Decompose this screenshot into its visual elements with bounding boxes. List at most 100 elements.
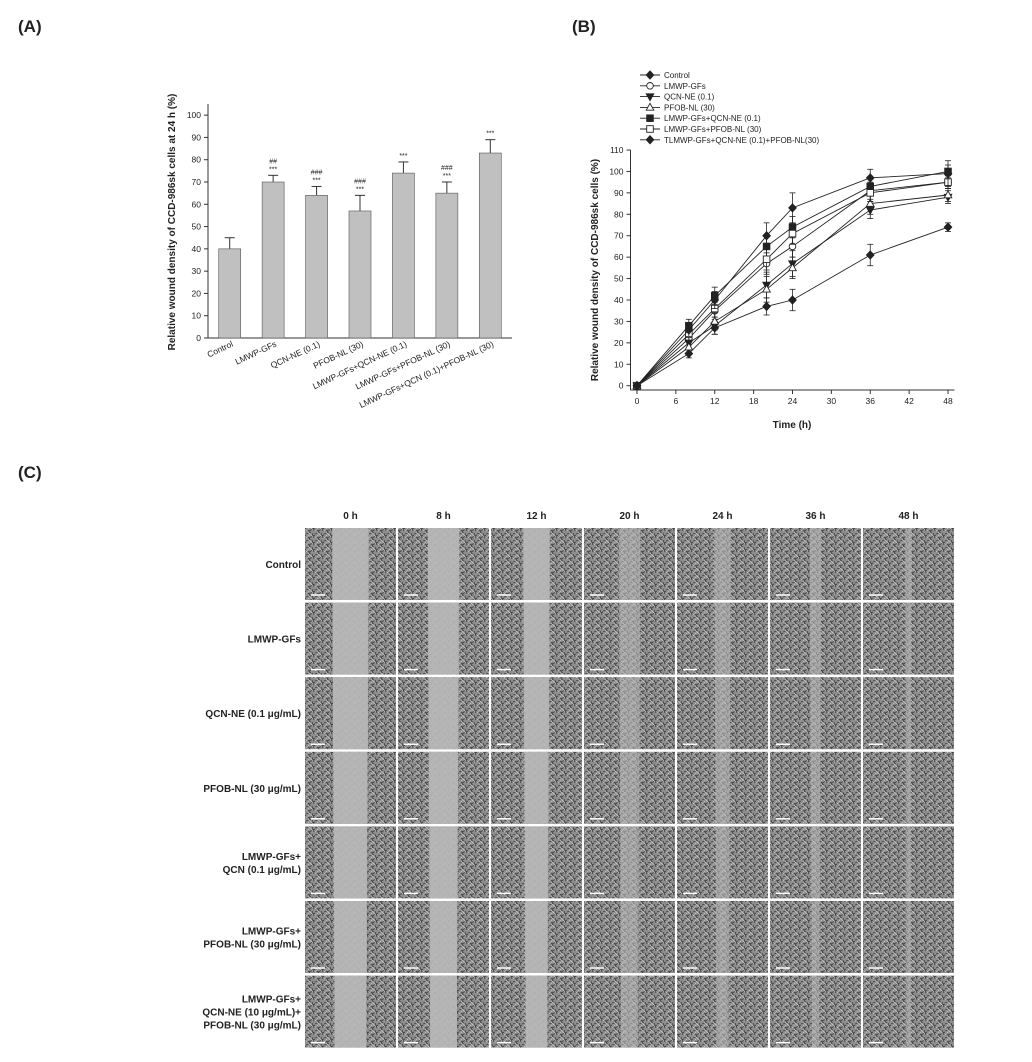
legend-label: TLMWP-GFs+QCN-NE (0.1)+PFOB-NL(30): [664, 136, 819, 145]
y-tick-label: 50: [614, 274, 624, 284]
column-header: 24 h: [712, 511, 732, 522]
row-label-line: PFOB-NL (30 μg/mL): [203, 940, 301, 951]
wound-gap: [334, 901, 367, 973]
marker: [710, 295, 720, 305]
row-label-line: Control: [265, 560, 301, 571]
wound-gap: [523, 528, 550, 600]
bar: [435, 192, 459, 339]
row-label-line: LMWP-GFs+: [242, 995, 301, 1006]
wound-gap: [906, 826, 911, 899]
legend-label: LMWP-GFs+QCN-NE (0.1): [664, 114, 761, 123]
row-label: LMWP-GFs: [248, 635, 302, 646]
wound-gap: [332, 602, 369, 675]
y-tick-label: 60: [192, 199, 202, 209]
wound-gap: [715, 826, 730, 899]
x-tick-label: 30: [827, 396, 837, 406]
row-label: PFOB-NL (30 μg/mL): [203, 784, 301, 795]
marker: [646, 82, 654, 90]
wound-gap: [714, 528, 731, 600]
marker: [866, 189, 875, 197]
wound-gap: [905, 528, 912, 600]
wound-gap: [620, 901, 639, 973]
panel-label: (C): [18, 463, 42, 482]
wound-gap: [525, 975, 548, 1048]
wound-gap: [525, 901, 548, 973]
marker: [762, 301, 771, 312]
wound-gap: [429, 826, 458, 899]
panel-label: (B): [572, 17, 596, 36]
bar: [218, 248, 242, 339]
wound-gap: [524, 751, 549, 824]
x-tick-label: 42: [904, 396, 914, 406]
marker: [646, 114, 654, 122]
hash-mark: ##: [269, 158, 277, 165]
row-label: LMWP-GFs+ QCN-NE (10 μg/mL)+ PFOB-NL (30 μ…: [202, 995, 301, 1032]
marker: [943, 168, 953, 179]
y-axis-label: Relative wound density of CCD-986sk cell…: [167, 94, 178, 351]
marker: [865, 250, 875, 260]
y-tick-label: 110: [610, 145, 624, 155]
y-tick-label: 20: [614, 338, 624, 348]
significance: ***: [269, 166, 277, 173]
row-label: QCN-NE (0.1 μg/mL): [205, 709, 301, 720]
marker: [788, 295, 797, 305]
column-header: 0 h: [343, 511, 357, 522]
marker: [645, 70, 655, 80]
x-axis-label: Time (h): [773, 420, 812, 431]
row-label-line: QCN-NE (10 μg/mL)+: [202, 1008, 301, 1019]
y-tick-label: 50: [192, 222, 202, 232]
row-label-line: QCN (0.1 μg/mL): [223, 865, 301, 876]
bar: [261, 181, 285, 339]
wound-gap: [906, 901, 911, 973]
y-tick-label: 80: [614, 209, 624, 219]
y-tick-label: 40: [614, 295, 624, 305]
legend-label: PFOB-NL (30): [664, 103, 715, 112]
wound-gap: [811, 975, 820, 1048]
row-label: Control: [265, 560, 301, 571]
marker: [645, 93, 655, 102]
wound-gap: [523, 602, 550, 675]
x-tick-label: 48: [943, 396, 953, 406]
wound-gap: [618, 528, 641, 600]
y-tick-label: 80: [192, 155, 202, 165]
wound-gap: [333, 677, 368, 750]
y-tick-label: 90: [614, 188, 624, 198]
legend-label: Control: [664, 71, 690, 80]
column-header: 20 h: [619, 511, 639, 522]
row-label-line: LMWP-GFs+: [242, 852, 301, 863]
y-axis-label: Relative wound density of CCD-986sk cell…: [590, 159, 601, 381]
marker: [762, 230, 771, 241]
wound-gap: [332, 528, 369, 600]
marker: [865, 198, 875, 207]
wound-gap: [810, 602, 821, 675]
marker: [684, 342, 694, 351]
wound-gap: [811, 901, 820, 973]
y-tick-label: 100: [609, 166, 623, 176]
y-tick-label: 40: [192, 244, 202, 254]
column-header: 12 h: [526, 511, 546, 522]
y-tick-label: 60: [614, 252, 624, 262]
marker: [788, 203, 797, 213]
row-label-line: LMWP-GFs+: [242, 927, 301, 938]
bar: [392, 172, 415, 339]
wound-gap: [811, 826, 820, 899]
bar: [348, 210, 372, 339]
wound-gap: [428, 751, 459, 824]
wound-gap: [428, 677, 459, 750]
row-label-line: PFOB-NL (30 μg/mL): [203, 784, 301, 795]
x-tick-label: 0: [635, 396, 640, 406]
significance: ***: [443, 173, 451, 180]
wound-gap: [334, 975, 367, 1048]
column-header: 8 h: [436, 511, 450, 522]
legend-label: LMWP-GFs: [664, 82, 706, 91]
x-tick-label: 12: [710, 396, 720, 406]
marker: [646, 125, 654, 133]
y-tick-label: 30: [192, 266, 202, 276]
marker: [787, 262, 798, 272]
marker: [943, 189, 953, 199]
y-tick-label: 90: [192, 132, 202, 142]
significance: ***: [312, 177, 320, 184]
y-tick-label: 20: [192, 288, 202, 298]
y-tick-label: 10: [192, 311, 202, 321]
